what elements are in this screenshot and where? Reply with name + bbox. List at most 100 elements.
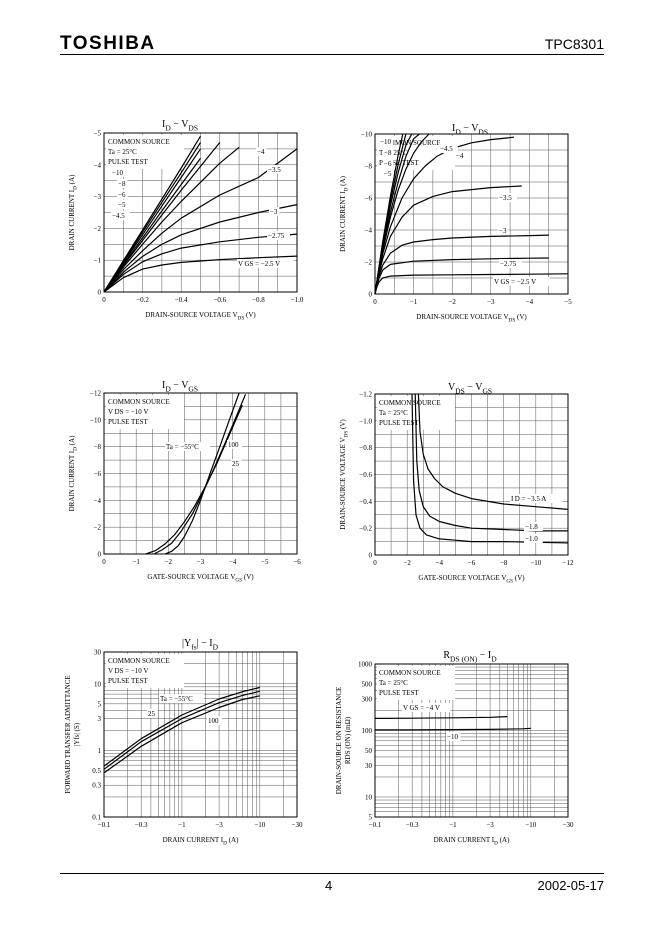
series-label: −4.5	[440, 145, 453, 153]
x-tick-label: −10	[530, 559, 541, 567]
condition-text: Ta = 25°C	[379, 409, 408, 417]
x-axis-label: DRAIN-SOURCE VOLTAGE VDS (V)	[145, 311, 256, 321]
x-tick-label: −1	[449, 821, 457, 829]
annotation-label: 25	[232, 460, 240, 468]
series-curve	[103, 686, 260, 767]
series-curve	[103, 695, 260, 774]
x-tick-label: −2	[448, 298, 456, 306]
series-label-bg	[267, 165, 286, 174]
y-tick-label: 1	[98, 747, 102, 755]
x-tick-label: −4	[526, 298, 534, 306]
annotation-bg	[227, 440, 242, 449]
series-curve	[414, 393, 568, 532]
series-curve	[103, 204, 298, 293]
y-tick-label: 500	[362, 681, 373, 689]
x-tick-label: −3	[215, 821, 223, 829]
series-label: −10	[112, 169, 123, 177]
y-tick-label: 30	[94, 649, 102, 657]
y-axis-label: DRAIN CURRENT ID (A)	[68, 174, 78, 250]
series-curve	[103, 233, 298, 293]
series-curve	[103, 146, 240, 293]
series-label-bg	[111, 211, 130, 220]
x-tick-label: −0.1	[369, 821, 382, 829]
x-tick-label: 0	[102, 296, 106, 304]
page-number: 4	[325, 878, 333, 893]
series-label-bg	[524, 522, 543, 531]
x-tick-label: −30	[563, 821, 574, 829]
y-axis-label: DRAIN CURRENT ID (A)	[339, 175, 349, 251]
x-axis-label: DRAIN CURRENT ID (A)	[163, 836, 239, 846]
series-label-bg	[524, 534, 543, 543]
condition-text: COMMON SOURCE	[379, 399, 441, 407]
x-tick-label: −5	[261, 558, 269, 566]
series-label-bg	[117, 200, 128, 209]
series-label-bg	[499, 259, 522, 268]
x-tick-label: −0.4	[175, 296, 188, 304]
series-label: −4	[257, 148, 265, 156]
y-tick-label: −0.6	[359, 471, 372, 479]
plot-frame	[103, 132, 298, 293]
y-tick-label: −2	[94, 524, 102, 532]
y-tick-label: −6	[365, 195, 373, 203]
y-axis-label: RDS (ON) (mΩ)	[344, 716, 352, 764]
chart-title: |Yfs| − ID	[182, 638, 219, 652]
y-tick-label: 1000	[358, 661, 373, 669]
series-label: −4.5	[112, 212, 125, 220]
series-label: −4	[456, 152, 464, 160]
series-curve	[103, 690, 260, 770]
condition-text: PULSE TEST	[379, 159, 419, 167]
series-label: −8	[118, 180, 126, 188]
annotation-label: 25	[148, 710, 156, 718]
y-tick-label: −4	[365, 227, 373, 235]
series-label: −2.75	[268, 232, 285, 240]
y-axis-label: FORWARD TRANSFER ADMITTANCE	[64, 675, 72, 793]
y-axis-label: |Yfs| (S)	[73, 722, 81, 746]
y-tick-label: 100	[362, 727, 373, 735]
series-label: −5	[118, 201, 126, 209]
condition-text: PULSE TEST	[379, 419, 419, 427]
series-curve	[103, 142, 221, 293]
y-tick-label: −2	[365, 259, 373, 267]
y-tick-label: 3	[98, 715, 102, 723]
y-tick-label: 0	[369, 291, 373, 299]
series-curve	[145, 404, 243, 555]
plot-frame	[374, 663, 569, 818]
y-tick-label: −8	[94, 443, 102, 451]
chart-title: ID − VDS	[452, 123, 488, 137]
series-label: −6	[118, 191, 126, 199]
condition-box	[106, 395, 184, 429]
series-label-bg	[117, 179, 128, 188]
y-tick-label: 300	[362, 695, 373, 703]
y-tick-label: 30	[365, 762, 373, 770]
x-tick-label: −3	[487, 298, 495, 306]
y-tick-label: 0	[369, 552, 373, 560]
toshiba-logo: TOSHIBA	[60, 33, 156, 54]
y-tick-label: −4	[94, 161, 102, 169]
condition-box	[106, 135, 184, 169]
annotation-label: 100	[208, 717, 219, 725]
x-tick-label: −10	[254, 821, 265, 829]
series-label-bg	[446, 732, 461, 741]
x-tick-label: −3	[486, 821, 494, 829]
annotation-bg	[165, 442, 210, 451]
y-tick-label: −5	[94, 130, 102, 138]
x-tick-label: −12	[563, 559, 574, 567]
y-tick-label: 0.1	[92, 814, 101, 822]
y-tick-label: 10	[365, 793, 373, 801]
x-axis-label: GATE-SOURCE VOLTAGE VGS (V)	[418, 574, 525, 584]
series-label: V GS = −2.5 V	[238, 260, 280, 268]
series-label: −3.5	[499, 194, 512, 202]
series-label-bg	[383, 148, 394, 157]
y-tick-label: 0.3	[92, 782, 101, 790]
chart-c2: 0 −1 −2 −3 −4 −5 0 −2 −4 −6 −8 −10 ID − VDS DRAIN-SOU…	[339, 123, 572, 323]
series-curve	[153, 394, 247, 555]
series-label: I D = −3.5 A	[511, 495, 546, 503]
series-label-bg	[267, 231, 290, 240]
chart-c5: −0.1 −0.3 −1 −3 −10 −30 0.1 0.3 0.5 1 3 5 10 30 |Yfs| …	[64, 638, 303, 846]
x-tick-label: −4	[436, 559, 444, 567]
y-axis-label: DRAIN-SOURCE ON RESISTANCE	[335, 687, 343, 795]
condition-text: PULSE TEST	[108, 418, 148, 426]
plot-frame	[374, 393, 569, 556]
y-tick-label: 0	[98, 551, 102, 559]
series-label: −6	[384, 160, 392, 168]
